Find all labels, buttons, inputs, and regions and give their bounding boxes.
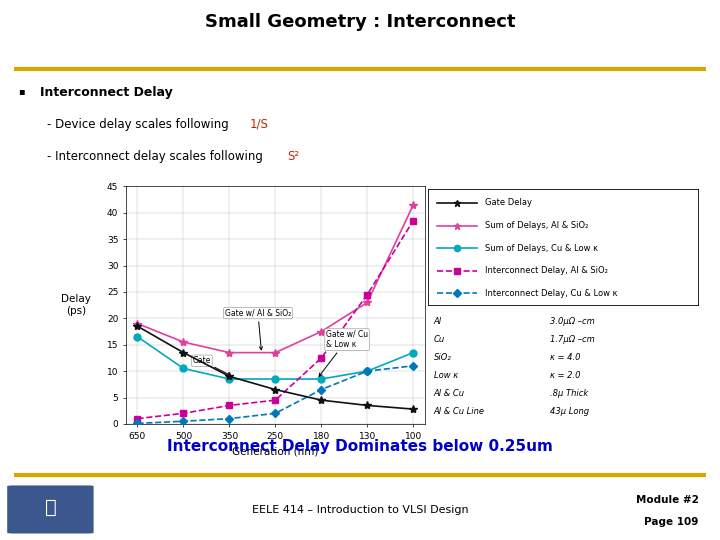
Text: - Interconnect delay scales following: - Interconnect delay scales following <box>47 150 266 163</box>
Text: κ = 2.0: κ = 2.0 <box>550 371 580 380</box>
Text: 1.7μΩ –cm: 1.7μΩ –cm <box>550 335 595 344</box>
Text: - Device delay scales following: - Device delay scales following <box>47 118 233 131</box>
Text: Interconnect Delay: Interconnect Delay <box>40 86 172 99</box>
Text: Sum of Delays, Al & SiO₂: Sum of Delays, Al & SiO₂ <box>485 221 588 230</box>
Text: Page 109: Page 109 <box>644 517 698 527</box>
Text: Module #2: Module #2 <box>636 496 698 505</box>
Text: Gate Delay: Gate Delay <box>485 198 532 207</box>
FancyBboxPatch shape <box>7 485 94 534</box>
Text: Low κ: Low κ <box>433 371 458 380</box>
Text: Gate w/ Al & SiO₂: Gate w/ Al & SiO₂ <box>225 309 291 350</box>
Text: Gate: Gate <box>193 356 230 375</box>
Text: κ = 4.0: κ = 4.0 <box>550 353 580 362</box>
Text: 43μ Long: 43μ Long <box>550 407 589 416</box>
Text: Al & Cu: Al & Cu <box>433 389 465 398</box>
Text: Al: Al <box>433 317 442 326</box>
Text: ▪: ▪ <box>18 86 24 96</box>
Text: 1/S: 1/S <box>250 118 269 131</box>
Text: Cu: Cu <box>433 335 445 344</box>
Text: Small Geometry : Interconnect: Small Geometry : Interconnect <box>204 13 516 31</box>
Text: SiO₂: SiO₂ <box>433 353 451 362</box>
Text: Al & Cu Line: Al & Cu Line <box>433 407 485 416</box>
Text: Interconnect Delay Dominates below 0.25um: Interconnect Delay Dominates below 0.25u… <box>167 438 553 454</box>
Text: .8μ Thick: .8μ Thick <box>550 389 588 398</box>
Text: Gate w/ Cu
& Low κ: Gate w/ Cu & Low κ <box>319 330 368 376</box>
Text: S²: S² <box>287 150 300 163</box>
Text: Interconnect Delay, Cu & Low κ: Interconnect Delay, Cu & Low κ <box>485 289 618 298</box>
Y-axis label: Delay
(ps): Delay (ps) <box>61 294 91 316</box>
Text: 🐴: 🐴 <box>45 498 56 517</box>
Text: Interconnect Delay, Al & SiO₂: Interconnect Delay, Al & SiO₂ <box>485 266 608 275</box>
Text: EELE 414 – Introduction to VLSI Design: EELE 414 – Introduction to VLSI Design <box>252 505 468 515</box>
X-axis label: Generation (nm): Generation (nm) <box>233 446 318 456</box>
Text: Sum of Delays, Cu & Low κ: Sum of Delays, Cu & Low κ <box>485 244 598 253</box>
Text: 3.0μΩ –cm: 3.0μΩ –cm <box>550 317 595 326</box>
